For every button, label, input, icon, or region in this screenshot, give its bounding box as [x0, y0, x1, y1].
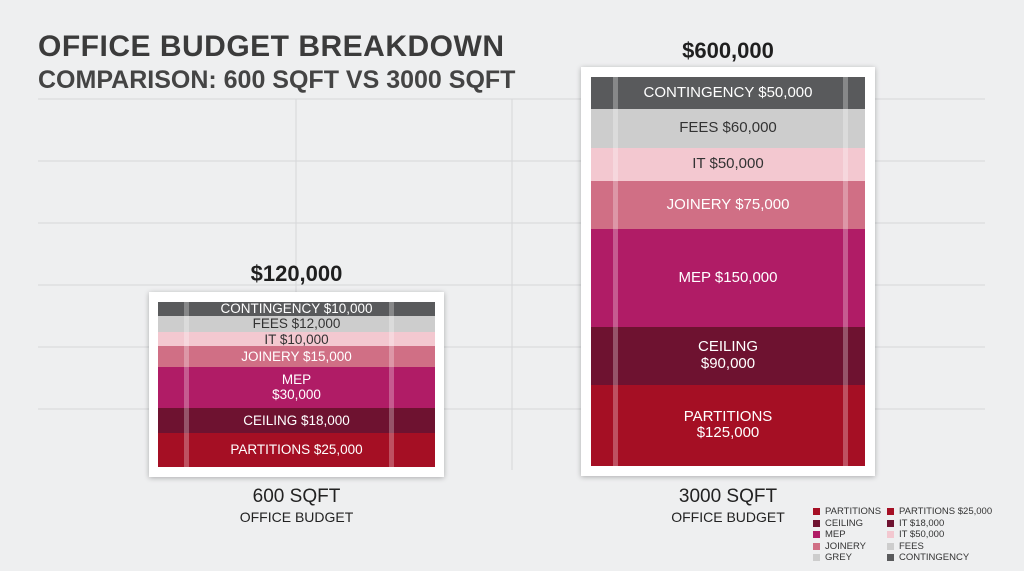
legend-label: IT $18,000 [899, 517, 945, 529]
bar-segment-mep-600-sqft: MEP $30,000 [158, 366, 435, 408]
segment-label: CEILING $90,000 [697, 338, 758, 372]
category-sublabel: OFFICE BUDGET [239, 509, 354, 525]
bar-segment-partitions-600-sqft: PARTITIONS $25,000 [158, 432, 435, 467]
legend-item: GREY [813, 552, 887, 564]
legend-swatch [887, 508, 894, 516]
segment-label: IT $10,000 [264, 332, 329, 346]
legend-swatch [887, 554, 894, 562]
chart-subtitle: COMPARISON: 600 SQFT VS 3000 SQFT [38, 66, 516, 94]
legend-label: FEES [899, 540, 924, 552]
category-label-3000-sqft: 3000 SQFT OFFICE BUDGET [671, 486, 785, 525]
legend-label: MEP [825, 529, 846, 541]
legend-label: JOINERY [825, 540, 867, 552]
bar-segment-joinery-600-sqft: JOINERY $15,000 [158, 346, 435, 367]
legend-item: IT $18,000 [887, 518, 1017, 530]
bar-total-600-sqft: $120,000 [250, 261, 343, 286]
bar-segment-ceiling-3000-sqft: CEILING $90,000 [591, 326, 865, 385]
bar-segment-joinery-3000-sqft: JOINERY $75,000 [591, 180, 865, 230]
bar-segment-contingency-3000-sqft: CONTINGENCY $50,000 [591, 77, 865, 110]
bar-card-600-sqft: PARTITIONS $25,000 CEILING $18,000 MEP $30… [149, 292, 444, 477]
legend-item: FEES [887, 541, 1017, 553]
legend-label: PARTITIONS $25,000 [899, 506, 993, 518]
decorative-strip [389, 302, 394, 467]
legend-item: IT $50,000 [887, 529, 1017, 541]
legend-label: CEILING [825, 517, 864, 529]
legend-label: CONTINGENCY [899, 552, 970, 564]
legend-swatch [813, 531, 820, 539]
category-name: 3000 SQFT [678, 486, 778, 507]
segment-label: JOINERY $75,000 [666, 195, 790, 213]
decorative-strip [613, 77, 618, 466]
bar-total-3000-sqft: $600,000 [682, 38, 774, 63]
segment-label: CEILING $18,000 [243, 412, 350, 428]
category-label-600-sqft: 600 SQFT OFFICE BUDGET [240, 486, 354, 525]
category-sublabel: OFFICE BUDGET [671, 509, 785, 525]
category-name: 600 SQFT [252, 486, 341, 507]
legend: PARTITIONS PARTITIONS $25,000 CEILING IT $1… [813, 506, 1018, 564]
legend-swatch [813, 542, 820, 550]
legend-item: CEILING [813, 518, 887, 530]
segment-label: PARTITIONS $25,000 [230, 442, 363, 458]
legend-swatch [813, 554, 820, 562]
legend-label: GREY [825, 552, 852, 564]
legend-swatch [813, 508, 820, 516]
bar-segment-mep-3000-sqft: MEP $150,000 [591, 229, 865, 327]
bar-segment-contingency-600-sqft: CONTINGENCY $10,000 [158, 302, 435, 316]
stacked-bar-600-sqft: PARTITIONS $25,000 CEILING $18,000 MEP $30… [158, 302, 435, 467]
decorative-strip [843, 77, 848, 466]
segment-label: MEP $30,000 [272, 372, 321, 403]
legend-swatch [887, 519, 894, 527]
bar-segment-fees-600-sqft: FEES $12,000 [158, 315, 435, 333]
legend-swatch [887, 531, 894, 539]
chart-title: OFFICE BUDGET BREAKDOWN [38, 30, 505, 63]
bar-segment-it-600-sqft: IT $10,000 [158, 332, 435, 346]
legend-item: PARTITIONS $25,000 [887, 506, 1017, 518]
legend-item: MEP [813, 529, 887, 541]
bar-segment-it-3000-sqft: IT $50,000 [591, 148, 865, 181]
bar-segment-fees-3000-sqft: FEES $60,000 [591, 109, 865, 149]
segment-label: FEES $60,000 [679, 119, 777, 137]
legend-label: PARTITIONS [825, 506, 882, 518]
legend-label: IT $50,000 [899, 529, 945, 541]
legend-swatch [813, 519, 820, 527]
bar-card-3000-sqft: PARTITIONS $125,000 CEILING $90,000 MEP $1… [581, 67, 875, 476]
legend-item: CONTINGENCY [887, 552, 1017, 564]
legend-item: PARTITIONS [813, 506, 887, 518]
bar-segment-ceiling-600-sqft: CEILING $18,000 [158, 407, 435, 433]
segment-label: JOINERY $15,000 [241, 348, 352, 364]
segment-label: CONTINGENCY $50,000 [643, 83, 813, 101]
legend-swatch [887, 542, 894, 550]
segment-label: CONTINGENCY $10,000 [220, 302, 373, 316]
segment-label: MEP $150,000 [678, 268, 778, 286]
legend-item: JOINERY [813, 541, 887, 553]
segment-label: PARTITIONS $125,000 [683, 407, 773, 442]
decorative-strip [184, 302, 189, 467]
segment-label: FEES $12,000 [252, 316, 341, 332]
bar-segment-partitions-3000-sqft: PARTITIONS $125,000 [591, 384, 865, 466]
stacked-bar-3000-sqft: PARTITIONS $125,000 CEILING $90,000 MEP $1… [591, 77, 865, 466]
segment-label: IT $50,000 [692, 155, 764, 173]
